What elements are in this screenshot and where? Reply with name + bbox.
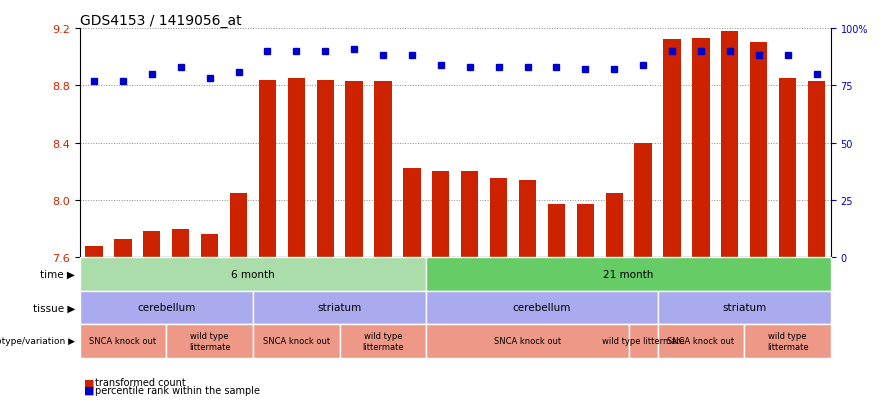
Text: tissue ▶: tissue ▶ xyxy=(33,303,75,313)
Bar xyxy=(808,82,825,258)
Text: GDS4153 / 1419056_at: GDS4153 / 1419056_at xyxy=(80,14,241,28)
Text: 6 month: 6 month xyxy=(231,269,275,279)
Text: transformed count: transformed count xyxy=(95,377,187,387)
Text: SNCA knock out: SNCA knock out xyxy=(667,337,735,346)
Bar xyxy=(346,82,362,258)
Text: wild type
littermate: wild type littermate xyxy=(189,331,231,351)
Bar xyxy=(86,246,103,258)
Bar xyxy=(663,40,681,258)
Bar xyxy=(779,79,796,258)
Bar xyxy=(259,81,276,258)
Bar xyxy=(114,239,132,258)
Bar xyxy=(606,193,623,258)
Text: striatum: striatum xyxy=(722,303,766,313)
Text: wild type
littermate: wild type littermate xyxy=(766,331,809,351)
Bar xyxy=(201,235,218,258)
Text: cerebellum: cerebellum xyxy=(137,303,195,313)
Bar xyxy=(316,81,334,258)
Bar xyxy=(461,172,478,258)
Bar xyxy=(576,205,594,258)
Text: cerebellum: cerebellum xyxy=(513,303,571,313)
Bar xyxy=(721,32,738,258)
Bar xyxy=(143,232,161,258)
Text: wild type littermate: wild type littermate xyxy=(602,337,684,346)
Text: time ▶: time ▶ xyxy=(41,269,75,279)
Bar xyxy=(548,205,565,258)
Text: wild type
littermate: wild type littermate xyxy=(362,331,404,351)
Bar xyxy=(519,180,537,258)
Text: SNCA knock out: SNCA knock out xyxy=(263,337,330,346)
Bar xyxy=(230,193,248,258)
Text: striatum: striatum xyxy=(317,303,362,313)
Bar xyxy=(374,82,392,258)
Bar xyxy=(432,172,449,258)
Bar xyxy=(172,229,189,258)
Text: genotype/variation ▶: genotype/variation ▶ xyxy=(0,337,75,346)
Text: ■: ■ xyxy=(84,385,95,395)
Text: SNCA knock out: SNCA knock out xyxy=(89,337,156,346)
Text: SNCA knock out: SNCA knock out xyxy=(494,337,561,346)
Bar xyxy=(635,143,652,258)
Bar xyxy=(403,169,421,258)
Bar xyxy=(287,79,305,258)
Text: percentile rank within the sample: percentile rank within the sample xyxy=(95,385,261,395)
Text: ■: ■ xyxy=(84,377,95,387)
Bar xyxy=(750,43,767,258)
Text: 21 month: 21 month xyxy=(604,269,654,279)
Bar xyxy=(490,179,507,258)
Bar xyxy=(692,39,710,258)
